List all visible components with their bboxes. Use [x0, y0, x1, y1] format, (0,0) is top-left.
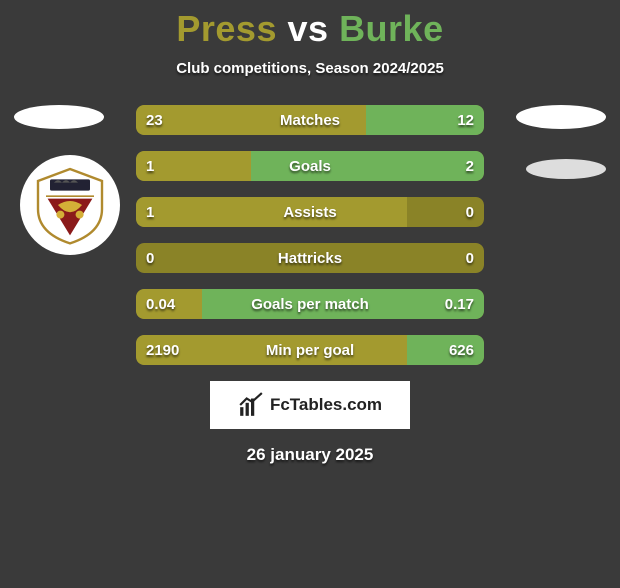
stat-value-left: 0: [136, 243, 164, 273]
branding-badge: FcTables.com: [210, 381, 410, 429]
branding-text: FcTables.com: [270, 395, 382, 415]
stat-value-right: 2: [456, 151, 484, 181]
stat-row: 2190626Min per goal: [136, 335, 484, 365]
stat-value-right: 0: [456, 243, 484, 273]
stat-rows: 2312Matches12Goals10Assists00Hattricks0.…: [136, 105, 484, 365]
stat-row: 00Hattricks: [136, 243, 484, 273]
stat-fill-right: [251, 151, 484, 181]
subtitle: Club competitions, Season 2024/2025: [0, 60, 620, 77]
page-title: Press vs Burke: [0, 8, 620, 50]
stat-track: [136, 243, 484, 273]
stat-fill-left: [136, 197, 407, 227]
stat-value-right: 0.17: [435, 289, 484, 319]
club-crest-left: [20, 155, 120, 255]
date-text: 26 january 2025: [0, 445, 620, 465]
title-player1: Press: [176, 8, 277, 49]
comparison-chart: 2312Matches12Goals10Assists00Hattricks0.…: [0, 105, 620, 365]
stat-row: 12Goals: [136, 151, 484, 181]
stat-value-left: 0.04: [136, 289, 185, 319]
stat-value-right: 0: [456, 197, 484, 227]
stat-value-right: 12: [447, 105, 484, 135]
chart-icon: [238, 392, 264, 418]
stat-value-left: 23: [136, 105, 173, 135]
stat-value-left: 1: [136, 197, 164, 227]
stat-value-left: 2190: [136, 335, 189, 365]
stat-value-left: 1: [136, 151, 164, 181]
stat-row: 2312Matches: [136, 105, 484, 135]
stat-row: 10Assists: [136, 197, 484, 227]
avatar-left: [14, 105, 104, 129]
title-player2: Burke: [339, 8, 444, 49]
stat-row: 0.040.17Goals per match: [136, 289, 484, 319]
crest-icon: [30, 165, 110, 245]
avatar-right-1: [516, 105, 606, 129]
title-vs: vs: [288, 8, 329, 49]
avatar-right-2: [526, 159, 606, 179]
stat-value-right: 626: [439, 335, 484, 365]
